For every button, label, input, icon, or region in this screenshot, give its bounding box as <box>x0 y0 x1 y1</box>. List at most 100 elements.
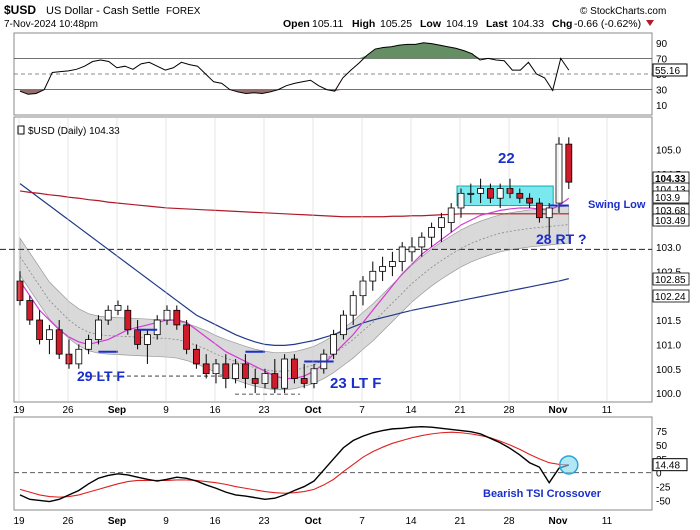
candle-body <box>506 188 514 194</box>
candle-body <box>16 280 24 301</box>
candle-body <box>457 192 465 209</box>
candle-body <box>251 378 259 384</box>
candle-body <box>349 295 357 316</box>
candle-body <box>271 373 279 389</box>
candle-body <box>437 217 445 228</box>
low-label: Low <box>420 18 442 30</box>
candle-body <box>379 266 387 272</box>
x-tick-label: 14 <box>405 405 417 416</box>
tsi-last-value: 14.48 <box>655 461 680 472</box>
candle-body <box>232 363 240 379</box>
x-tick-label: 19 <box>13 405 25 416</box>
tsi-line <box>19 425 570 503</box>
price-label-box <box>652 213 690 227</box>
tsi-layer: -50-25025507514.48 <box>14 425 688 507</box>
price-tick-label: 105.0 <box>656 145 681 156</box>
price-tick-label: 100.5 <box>656 365 681 376</box>
candle-body <box>183 324 191 350</box>
candle-body <box>496 188 504 199</box>
price-legend: $USD (Daily) 104.33 <box>28 126 120 137</box>
candle-body <box>222 363 230 379</box>
x-tick-label-bottom: 11 <box>602 516 613 527</box>
tsi-last-value-box <box>652 458 688 472</box>
watermark: © StockCharts.com <box>580 6 666 17</box>
candle-body <box>173 309 181 326</box>
annotation-tsi-crossover: Bearish TSI Crossover <box>483 488 602 500</box>
annotation-29-lt: 29 LT F <box>77 368 125 384</box>
candle-body <box>281 358 289 389</box>
rsi-line <box>19 42 570 95</box>
consolidation-box <box>456 185 554 207</box>
rsi-last-value: 55.16 <box>655 66 680 77</box>
x-tick-label: 26 <box>62 405 74 416</box>
rsi-overbought-fill <box>20 42 569 59</box>
candle-body <box>516 192 524 199</box>
price-label: 103.9 <box>655 193 680 204</box>
candle-body <box>545 207 553 219</box>
annotation-23-lt: 23 LT F <box>330 375 381 392</box>
candle-body <box>134 329 142 345</box>
candle-body <box>526 197 533 204</box>
candle-body <box>163 309 171 321</box>
x-tick-label: 28 <box>503 405 515 416</box>
candle-body <box>300 378 308 384</box>
ma-long-line <box>19 183 569 346</box>
legend-candle-icon <box>17 125 25 135</box>
open-value: 105.11 <box>312 18 343 30</box>
x-tick-label: 11 <box>602 405 613 416</box>
candle-body <box>104 309 112 321</box>
x-tick-label: 9 <box>163 405 169 416</box>
candle-body <box>310 368 318 384</box>
candle-body <box>330 334 338 355</box>
x-tick-label: 7 <box>359 405 365 416</box>
price-label: 104.33 <box>655 174 686 185</box>
ma-mid-line <box>19 190 569 218</box>
x-tick-label-bottom: Sep <box>108 516 126 527</box>
price-label: 102.24 <box>655 292 686 303</box>
price-tick-label: 100.0 <box>656 389 681 400</box>
x-tick-label: Sep <box>108 405 126 416</box>
price-label: 102.85 <box>655 275 686 286</box>
candle-body <box>212 363 220 375</box>
last-value: 104.33 <box>512 18 544 30</box>
open-label: Open <box>283 18 310 30</box>
candle-body <box>143 334 151 345</box>
candle-body <box>339 314 347 336</box>
tsi-tick-label: -50 <box>656 496 671 507</box>
candle-body <box>85 339 92 350</box>
last-label: Last <box>486 18 508 30</box>
tsi-tick-label: 0 <box>656 469 662 480</box>
candle-body <box>241 363 249 379</box>
price-label-box <box>652 190 690 204</box>
candle-body <box>55 329 63 355</box>
chg-label: Chg <box>552 18 572 30</box>
high-value: 105.25 <box>380 18 412 30</box>
x-tick-label-bottom: 28 <box>503 516 515 527</box>
candle-body <box>202 363 210 375</box>
x-tick-label: Oct <box>305 405 322 416</box>
axis-layer: 19 19 26 26 Sep Sep 9 9 16 16 23 23 Oct Oct 7 7 14 14 21 21… <box>13 117 613 527</box>
x-tick-label: Nov <box>549 405 568 416</box>
candle-body <box>114 305 122 311</box>
tsi-tick-label: 50 <box>656 441 668 452</box>
chg-down-icon <box>646 20 654 26</box>
candle-body <box>388 261 396 267</box>
candle-body <box>124 309 132 331</box>
tsi-panel <box>13 416 653 511</box>
x-tick-label: 21 <box>454 405 466 416</box>
rsi-tick-label: 70 <box>656 54 668 65</box>
x-tick-label-bottom: 21 <box>454 516 466 527</box>
annotation-22: 22 <box>498 150 515 167</box>
candle-body <box>153 319 161 336</box>
price-tick-label: 103.0 <box>656 243 681 254</box>
price-tick-label: 101.5 <box>656 316 681 327</box>
price-layer: 100.0100.5101.0101.5102.0102.5103.0103.5… <box>0 125 690 400</box>
x-tick-label-bottom: 14 <box>405 516 417 527</box>
x-tick-label-bottom: 7 <box>359 516 365 527</box>
price-label: 103.68 <box>655 206 686 217</box>
candle-body <box>536 202 543 219</box>
candle-body <box>46 329 53 340</box>
x-tick-label: 16 <box>209 405 221 416</box>
